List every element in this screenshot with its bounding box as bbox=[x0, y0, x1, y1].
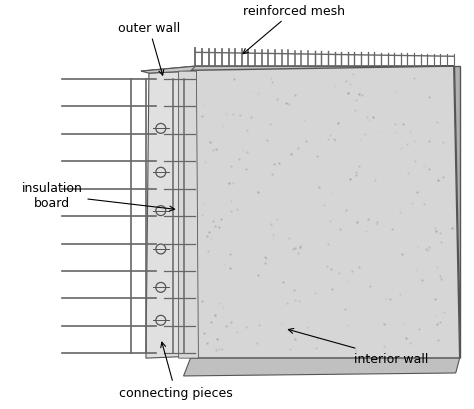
Text: insulation
board: insulation board bbox=[21, 181, 174, 211]
Polygon shape bbox=[454, 67, 460, 358]
Text: reinforced mesh: reinforced mesh bbox=[243, 4, 346, 54]
Text: connecting pieces: connecting pieces bbox=[119, 342, 233, 399]
Text: outer wall: outer wall bbox=[118, 21, 180, 76]
Polygon shape bbox=[179, 72, 199, 358]
Polygon shape bbox=[146, 72, 192, 358]
Text: interior wall: interior wall bbox=[288, 329, 428, 365]
Polygon shape bbox=[191, 67, 460, 358]
Polygon shape bbox=[183, 358, 460, 376]
Polygon shape bbox=[141, 67, 195, 74]
Polygon shape bbox=[141, 67, 454, 72]
